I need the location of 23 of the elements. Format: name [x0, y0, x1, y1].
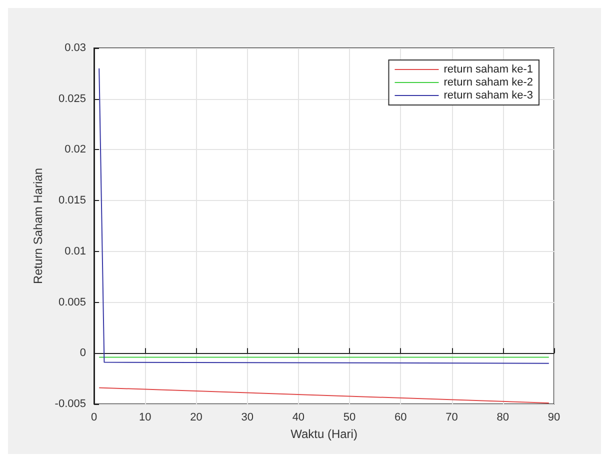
- y-tick-label: -0.005: [54, 398, 86, 410]
- y-axis-title: Return Saham Harian: [30, 168, 45, 284]
- x-tick-label: 40: [292, 412, 305, 424]
- y-tick-label: 0: [80, 347, 86, 360]
- legend-label: return saham ke-1: [444, 64, 534, 76]
- x-tick-label: 30: [241, 412, 254, 424]
- x-tick-label: 70: [446, 412, 458, 424]
- y-tick-label: 0.03: [64, 42, 86, 54]
- legend-label: return saham ke-2: [444, 76, 534, 88]
- y-tick-label: 0.02: [64, 144, 86, 156]
- y-tick-label: 0.015: [58, 194, 86, 207]
- x-tick-label: 80: [496, 412, 510, 424]
- y-tick-label: 0.01: [64, 245, 86, 258]
- x-tick-label: 90: [548, 412, 560, 424]
- x-tick-label: 60: [394, 412, 407, 424]
- x-tick-label: 10: [138, 412, 152, 424]
- x-axis-title: Waktu (Hari): [290, 426, 358, 441]
- legend-label: return saham ke-3: [444, 90, 534, 102]
- x-tick-label: 20: [190, 412, 202, 424]
- y-tick-label: 0.005: [58, 296, 86, 308]
- x-tick-label: 50: [343, 412, 356, 424]
- y-tick-label: 0.025: [58, 92, 86, 105]
- x-tick-label: 0: [90, 412, 98, 424]
